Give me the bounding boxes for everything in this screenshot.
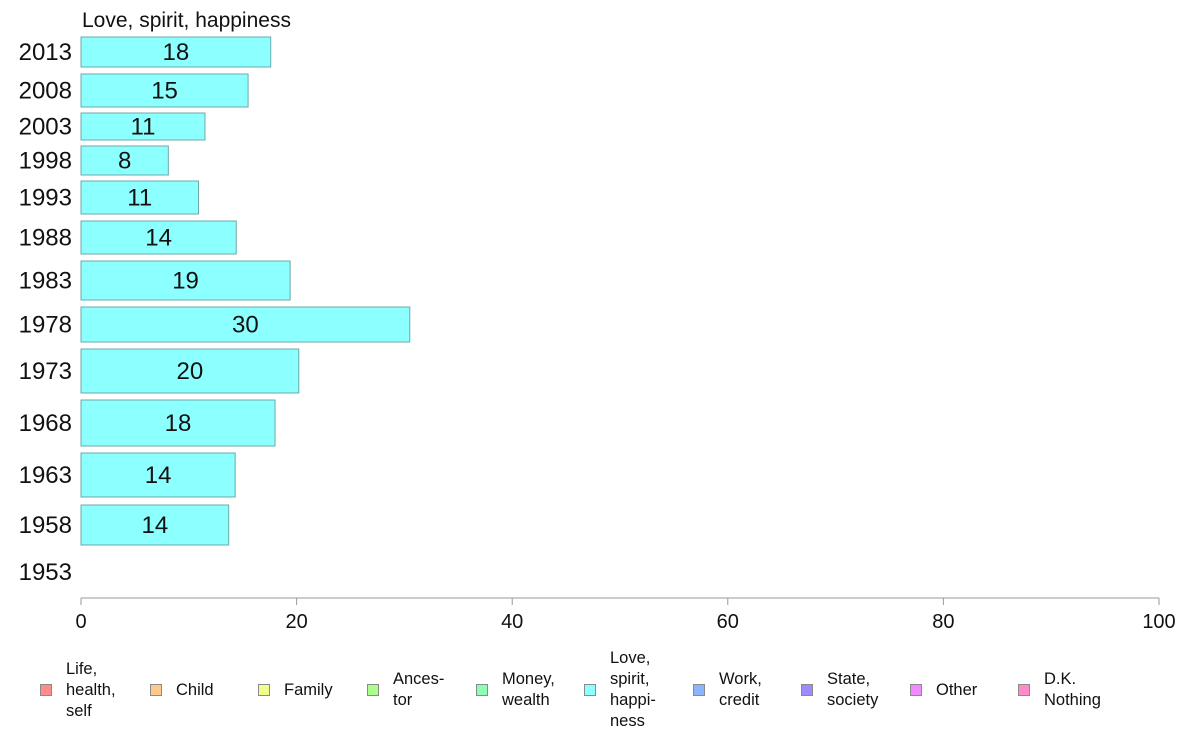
legend-item: Money, wealth [476,648,555,732]
y-tick-label: 2008 [19,78,72,105]
data-label: 14 [141,512,168,539]
legend-swatch [476,684,488,696]
legend-item: Work, credit [693,648,762,732]
legend-label: Work, credit [719,670,762,709]
data-label: 14 [145,225,172,252]
y-tick-label: 2013 [19,39,72,66]
x-tick-label: 80 [932,611,954,633]
legend-swatch [693,684,705,696]
y-tick-label: 1968 [19,410,72,437]
y-tick-label: 1993 [19,185,72,212]
data-label: 19 [172,268,199,295]
bar [80,180,200,215]
bar [80,220,237,255]
y-tick-label: 1978 [19,312,72,339]
data-label: 8 [118,148,131,175]
bar [80,145,169,176]
bar [80,36,272,68]
data-label: 20 [177,358,204,385]
bar [80,306,411,343]
data-label: 11 [131,114,156,141]
bar [80,504,230,546]
data-label: 18 [163,39,190,66]
legend-item: Child [150,648,214,732]
legend-label: Money, wealth [502,670,555,709]
bar [80,348,300,394]
x-tick-label: 60 [717,611,739,633]
legend-swatch [150,684,162,696]
data-label: 15 [151,78,178,105]
x-tick-label: 20 [285,611,307,633]
legend-swatch [367,684,379,696]
y-tick-label: 1963 [19,462,72,489]
bar [80,73,249,108]
data-label: 11 [127,185,152,212]
legend-item: Life, health, self [40,648,116,732]
chart-legend: Life, health, self Child Family Ances- tor M… [0,648,1188,736]
y-tick-label: 1988 [19,225,72,252]
data-label: 30 [232,312,259,339]
y-tick-label: 1953 [19,559,72,586]
legend-item: Love, spirit, happi- ness [584,648,656,732]
chart-title: Love, spirit, happiness [82,9,291,32]
legend-item: State, society [801,648,878,732]
x-tick-label: 0 [75,611,86,633]
bar-chart: Love, spirit, happiness 1815118111419302… [19,9,1176,633]
legend-swatch [801,684,813,696]
legend-label: State, society [827,670,879,709]
legend-label: Other [936,680,978,699]
legend-swatch [40,684,52,696]
y-tick-label: 2003 [19,114,72,141]
bar [80,399,276,447]
y-tick-label: 1983 [19,268,72,295]
legend-label: Ances- tor [393,670,445,709]
bar [80,452,236,498]
legend-swatch [1018,684,1030,696]
legend-swatch [584,684,596,696]
y-tick-label: 1958 [19,512,72,539]
legend-swatch [910,684,922,696]
data-label: 14 [145,462,172,489]
legend-item: Other [910,648,977,732]
legend-item: Family [258,648,333,732]
legend-item: D.K. Nothing [1018,648,1101,732]
x-tick-label: 100 [1142,611,1175,633]
legend-swatch [258,684,270,696]
data-label: 18 [165,410,192,437]
legend-label: Child [176,680,214,699]
y-tick-label: 1973 [19,358,72,385]
bar [80,112,206,141]
y-tick-label: 1998 [19,148,72,175]
bar [80,260,291,301]
legend-label: D.K. Nothing [1044,670,1101,709]
legend-item: Ances- tor [367,648,444,732]
legend-label: Love, spirit, happi- ness [610,649,656,730]
legend-label: Life, health, self [66,659,116,720]
legend-label: Family [284,680,333,699]
x-tick-label: 40 [501,611,523,633]
